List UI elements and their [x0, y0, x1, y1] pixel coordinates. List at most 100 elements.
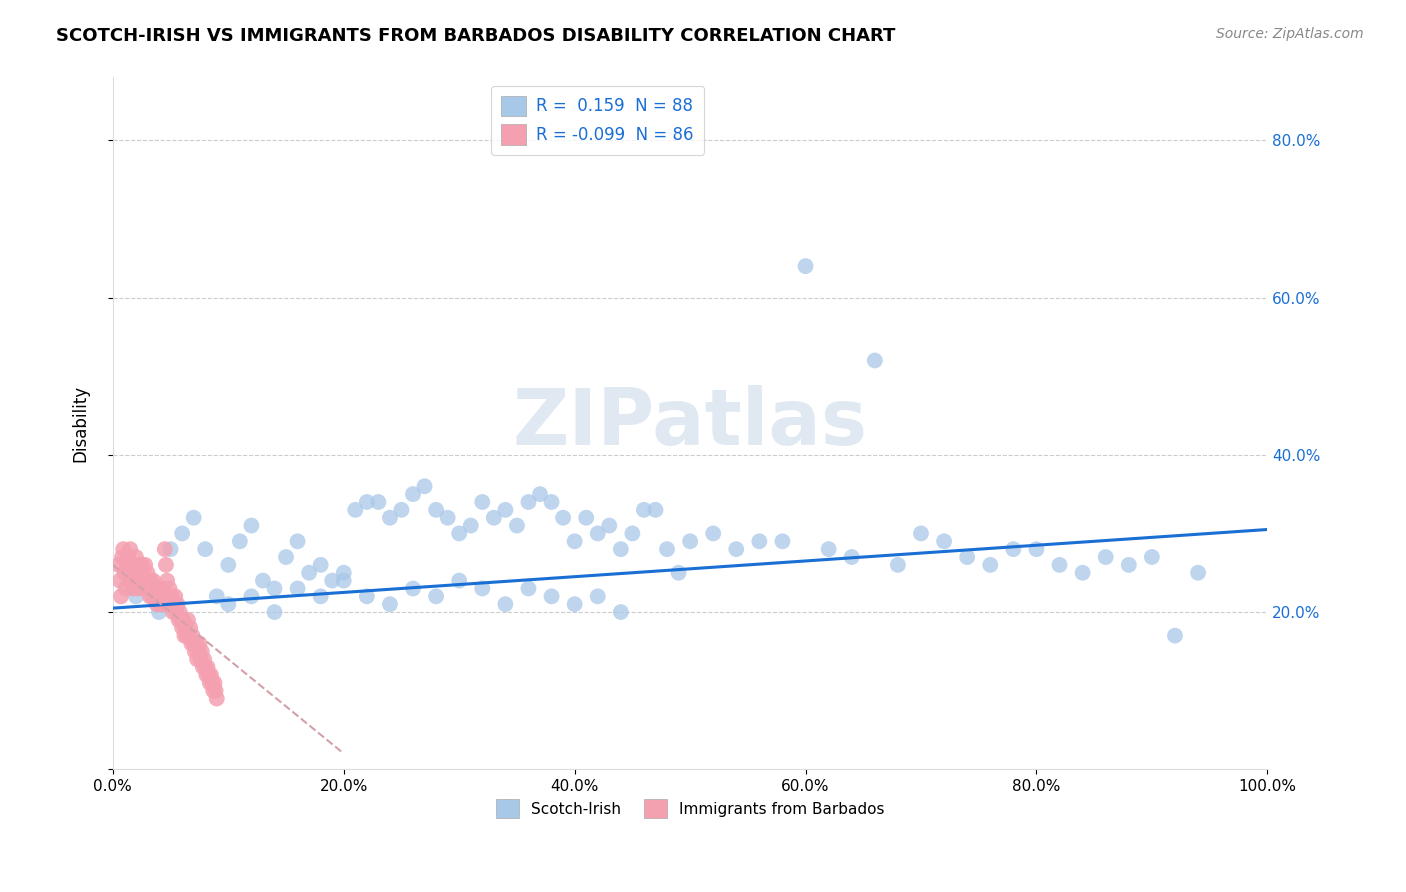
Point — [287, 582, 309, 596]
Point — [702, 526, 724, 541]
Point — [668, 566, 690, 580]
Point — [165, 605, 187, 619]
Point — [197, 660, 219, 674]
Point — [157, 590, 180, 604]
Point — [187, 644, 209, 658]
Point — [378, 597, 401, 611]
Point — [252, 574, 274, 588]
Point — [1094, 549, 1116, 564]
Point — [202, 683, 225, 698]
Point — [184, 644, 207, 658]
Point — [111, 549, 134, 564]
Point — [134, 558, 156, 572]
Point — [156, 574, 179, 588]
Point — [162, 605, 184, 619]
Point — [564, 534, 586, 549]
Point — [378, 510, 401, 524]
Point — [794, 259, 817, 273]
Point — [356, 495, 378, 509]
Point — [298, 566, 321, 580]
Point — [172, 621, 194, 635]
Point — [132, 582, 155, 596]
Point — [1164, 629, 1187, 643]
Point — [141, 590, 163, 604]
Point — [114, 582, 136, 596]
Point — [402, 487, 425, 501]
Point — [979, 558, 1001, 572]
Point — [204, 683, 226, 698]
Point — [1118, 558, 1140, 572]
Point — [148, 582, 170, 596]
Point — [120, 542, 142, 557]
Point — [142, 574, 165, 588]
Point — [194, 660, 217, 674]
Point — [575, 510, 598, 524]
Point — [152, 582, 174, 596]
Point — [494, 597, 516, 611]
Point — [172, 526, 194, 541]
Point — [517, 495, 540, 509]
Point — [131, 558, 153, 572]
Point — [195, 668, 218, 682]
Point — [118, 574, 141, 588]
Point — [1187, 566, 1209, 580]
Point — [125, 549, 148, 564]
Point — [586, 526, 609, 541]
Point — [173, 629, 195, 643]
Point — [402, 582, 425, 596]
Point — [107, 558, 129, 572]
Point — [159, 597, 181, 611]
Point — [610, 542, 633, 557]
Point — [136, 566, 159, 580]
Point — [159, 542, 181, 557]
Point — [112, 542, 135, 557]
Point — [1002, 542, 1025, 557]
Point — [564, 597, 586, 611]
Point — [217, 597, 239, 611]
Point — [460, 518, 482, 533]
Point — [633, 503, 655, 517]
Point — [540, 590, 562, 604]
Point — [163, 597, 186, 611]
Point — [197, 668, 219, 682]
Point — [263, 582, 285, 596]
Point — [205, 590, 228, 604]
Point — [321, 574, 343, 588]
Point — [198, 675, 221, 690]
Point — [152, 597, 174, 611]
Point — [332, 574, 354, 588]
Point — [160, 590, 183, 604]
Text: Source: ZipAtlas.com: Source: ZipAtlas.com — [1216, 27, 1364, 41]
Point — [132, 566, 155, 580]
Point — [471, 582, 494, 596]
Point — [932, 534, 955, 549]
Point — [240, 590, 263, 604]
Point — [841, 549, 863, 564]
Point — [110, 590, 132, 604]
Y-axis label: Disability: Disability — [72, 384, 89, 462]
Point — [190, 644, 212, 658]
Point — [138, 582, 160, 596]
Legend: Scotch-Irish, Immigrants from Barbados: Scotch-Irish, Immigrants from Barbados — [489, 793, 890, 824]
Point — [287, 534, 309, 549]
Point — [425, 590, 447, 604]
Point — [177, 613, 200, 627]
Point — [425, 503, 447, 517]
Point — [148, 605, 170, 619]
Point — [229, 534, 252, 549]
Point — [517, 582, 540, 596]
Point — [145, 582, 167, 596]
Point — [586, 590, 609, 604]
Point — [155, 558, 177, 572]
Point — [179, 621, 201, 635]
Text: SCOTCH-IRISH VS IMMIGRANTS FROM BARBADOS DISABILITY CORRELATION CHART: SCOTCH-IRISH VS IMMIGRANTS FROM BARBADOS… — [56, 27, 896, 45]
Point — [184, 636, 207, 650]
Point — [157, 582, 180, 596]
Point — [143, 590, 166, 604]
Point — [150, 590, 173, 604]
Point — [204, 675, 226, 690]
Point — [129, 574, 152, 588]
Point — [551, 510, 574, 524]
Point — [125, 590, 148, 604]
Point — [172, 613, 194, 627]
